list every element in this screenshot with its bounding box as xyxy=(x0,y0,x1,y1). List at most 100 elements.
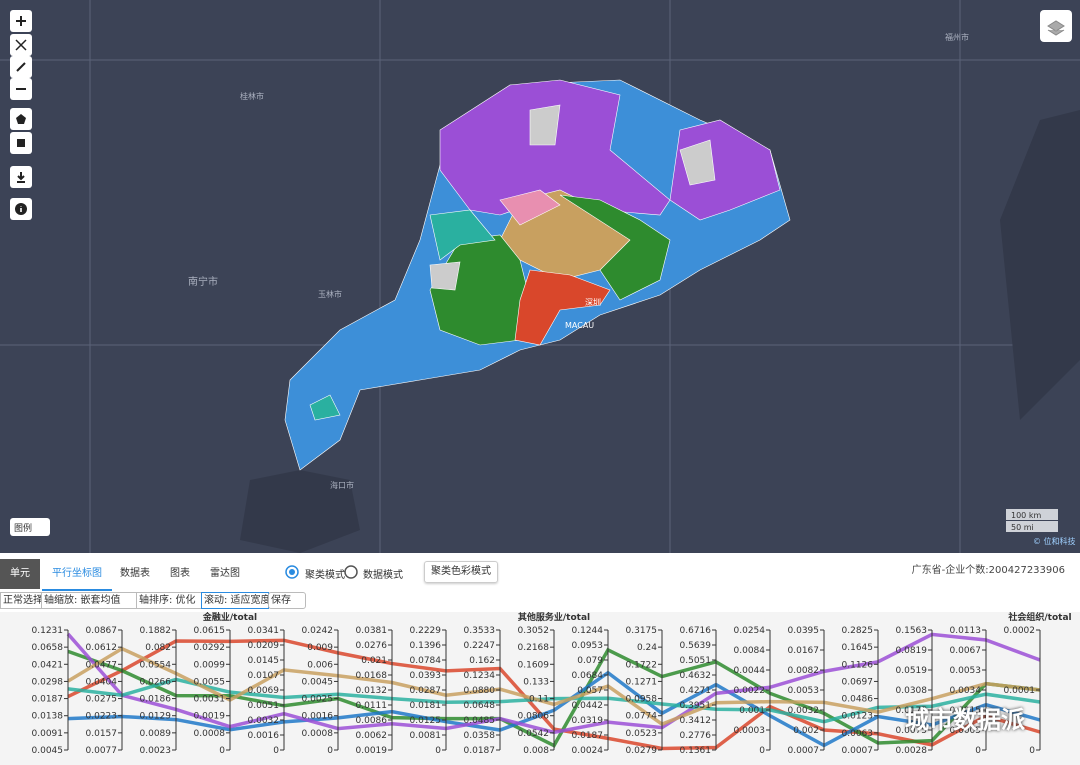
color-mode-button[interactable]: 聚类色彩模式 xyxy=(424,561,498,583)
map-labels: 福州市 桂林市 南宁市 玉林市 海口市 深圳 MACAU xyxy=(188,32,969,490)
tick-label: 0.1244 xyxy=(572,626,604,636)
zoom-in[interactable] xyxy=(10,10,32,32)
tick-label: 0.0209 xyxy=(248,641,280,651)
tick-label: 0.0275 xyxy=(86,695,118,705)
tab[interactable]: 图表 xyxy=(170,568,190,579)
tick-label: 0 xyxy=(435,746,441,756)
tick-label: 0.0125 xyxy=(410,716,442,726)
tick-label: 0 xyxy=(975,746,981,756)
tick-label: 0.0063 xyxy=(842,729,874,739)
save-button[interactable]: 保存 xyxy=(268,592,306,609)
tick-label: 0.2247 xyxy=(464,641,496,651)
tick-label: 0.4271 xyxy=(680,686,712,696)
tick-label: 0.0111 xyxy=(356,701,388,711)
tick-label: 0.0358 xyxy=(464,731,496,741)
fit[interactable] xyxy=(10,34,32,56)
tick-label: 0.0113 xyxy=(950,626,982,636)
tick-label: 0.0091 xyxy=(32,729,64,739)
tick-label: 0.0123 xyxy=(842,712,874,722)
tick-label: 0.0223 xyxy=(86,712,118,722)
icon xyxy=(16,62,26,72)
tick-label: 0.0077 xyxy=(86,746,118,756)
hainan xyxy=(240,470,360,553)
watermark: 城市数据派 xyxy=(905,706,1025,734)
tick-label: 0.0081 xyxy=(410,731,442,741)
tick-label: 0.1645 xyxy=(842,643,874,653)
info[interactable] xyxy=(10,198,32,220)
tick-label: 0.1396 xyxy=(410,641,442,651)
radio-label: 数据模式 xyxy=(363,570,403,581)
select[interactable]: 正常选择 xyxy=(0,592,42,609)
tick-label: 0.0019 xyxy=(356,746,388,756)
map-label: 福州市 xyxy=(945,32,969,42)
axis-title: 金融业/total xyxy=(202,612,257,623)
tick-label: 0.1126 xyxy=(842,660,874,670)
tick-label: 0.0308 xyxy=(896,686,928,696)
layers-icon xyxy=(1047,20,1065,36)
tick-label: 0.0187 xyxy=(572,731,604,741)
tick-label: 0.0404 xyxy=(86,677,118,687)
tick-label: 0.24 xyxy=(637,643,657,653)
draw-rectangle[interactable] xyxy=(10,132,32,154)
tick-label: 0.0485 xyxy=(464,716,496,726)
legend-button[interactable] xyxy=(10,518,50,536)
icon xyxy=(17,139,25,147)
tick-label: 0.6716 xyxy=(680,626,712,636)
tick-label: 0.0129 xyxy=(140,712,172,722)
draw-polygon[interactable] xyxy=(10,108,32,130)
radio[interactable] xyxy=(285,565,299,579)
map-label: 南宁市 xyxy=(188,275,218,288)
parallel-chart: 0.1231 0.0658 0.0421 0.0298 0.0187 0.0138 0.00… xyxy=(0,612,1080,765)
tick-label: 0.0442 xyxy=(572,701,604,711)
tick-label: 0.0279 xyxy=(626,746,658,756)
tick-label: 0.0167 xyxy=(788,646,820,656)
tick-label: 0.11 xyxy=(529,695,549,705)
tick-label: 0.0031 xyxy=(194,695,226,705)
tick-label: 0.0381 xyxy=(356,626,388,636)
tab[interactable]: 平行坐标图 xyxy=(42,559,112,591)
tick-label: 0.001 xyxy=(739,706,765,716)
fullscreen[interactable] xyxy=(10,56,32,78)
scale-label: 100 km xyxy=(1011,511,1041,520)
attribution: © 位和科技 xyxy=(1033,536,1076,546)
tick-label: 0.5051 xyxy=(680,656,712,666)
scale-label: 50 mi xyxy=(1011,523,1034,532)
tick-label: 0.009 xyxy=(307,643,333,653)
tick-label: 0 xyxy=(219,746,225,756)
tab[interactable]: 雷达图 xyxy=(210,568,240,579)
tick-label: 0.002 xyxy=(793,726,819,736)
tab[interactable]: 数据表 xyxy=(120,568,150,579)
tick-label: 0.1231 xyxy=(32,626,64,636)
tick-label: 0.0958 xyxy=(626,695,658,705)
tick-label: 0.0016 xyxy=(248,731,280,741)
tick-label: 0.0186 xyxy=(140,695,172,705)
info-text: 广东省-企业个数:200427233906 xyxy=(911,565,1065,576)
tick-label: 0.4632 xyxy=(680,671,712,681)
tick-label: 0.0099 xyxy=(194,660,226,670)
tick-label: 0.2229 xyxy=(410,626,442,636)
tick-label: 0.1563 xyxy=(896,626,928,636)
tick-label: 0.0806 xyxy=(518,712,550,722)
tick-label: 0.0025 xyxy=(302,695,334,705)
tick-label: 0.0032 xyxy=(788,706,820,716)
radio[interactable] xyxy=(344,565,358,579)
tick-label: 0.0774 xyxy=(626,712,658,722)
tick-label: 0.0168 xyxy=(356,671,388,681)
select[interactable]: 轴排序: 优化 xyxy=(136,592,202,609)
tick-label: 0.0008 xyxy=(302,729,334,739)
select[interactable]: 滚动: 适应宽度 xyxy=(201,592,269,609)
tick-label: 0.2776 xyxy=(680,731,712,741)
axis-title: 其他服务业/total xyxy=(518,612,590,623)
zoom-out[interactable] xyxy=(10,78,32,100)
tab[interactable]: 单元 xyxy=(0,559,40,589)
download[interactable] xyxy=(10,166,32,188)
taiwan xyxy=(1000,110,1080,420)
tick-label: 0.1609 xyxy=(518,660,550,670)
tick-label: 0.3175 xyxy=(626,626,658,636)
tick-label: 0.0658 xyxy=(32,643,64,653)
select[interactable]: 轴缩放: 嵌套均值 xyxy=(41,592,137,609)
tick-label: 0 xyxy=(273,746,279,756)
tick-label: 0 xyxy=(1029,746,1035,756)
tick-label: 0.0684 xyxy=(572,671,604,681)
